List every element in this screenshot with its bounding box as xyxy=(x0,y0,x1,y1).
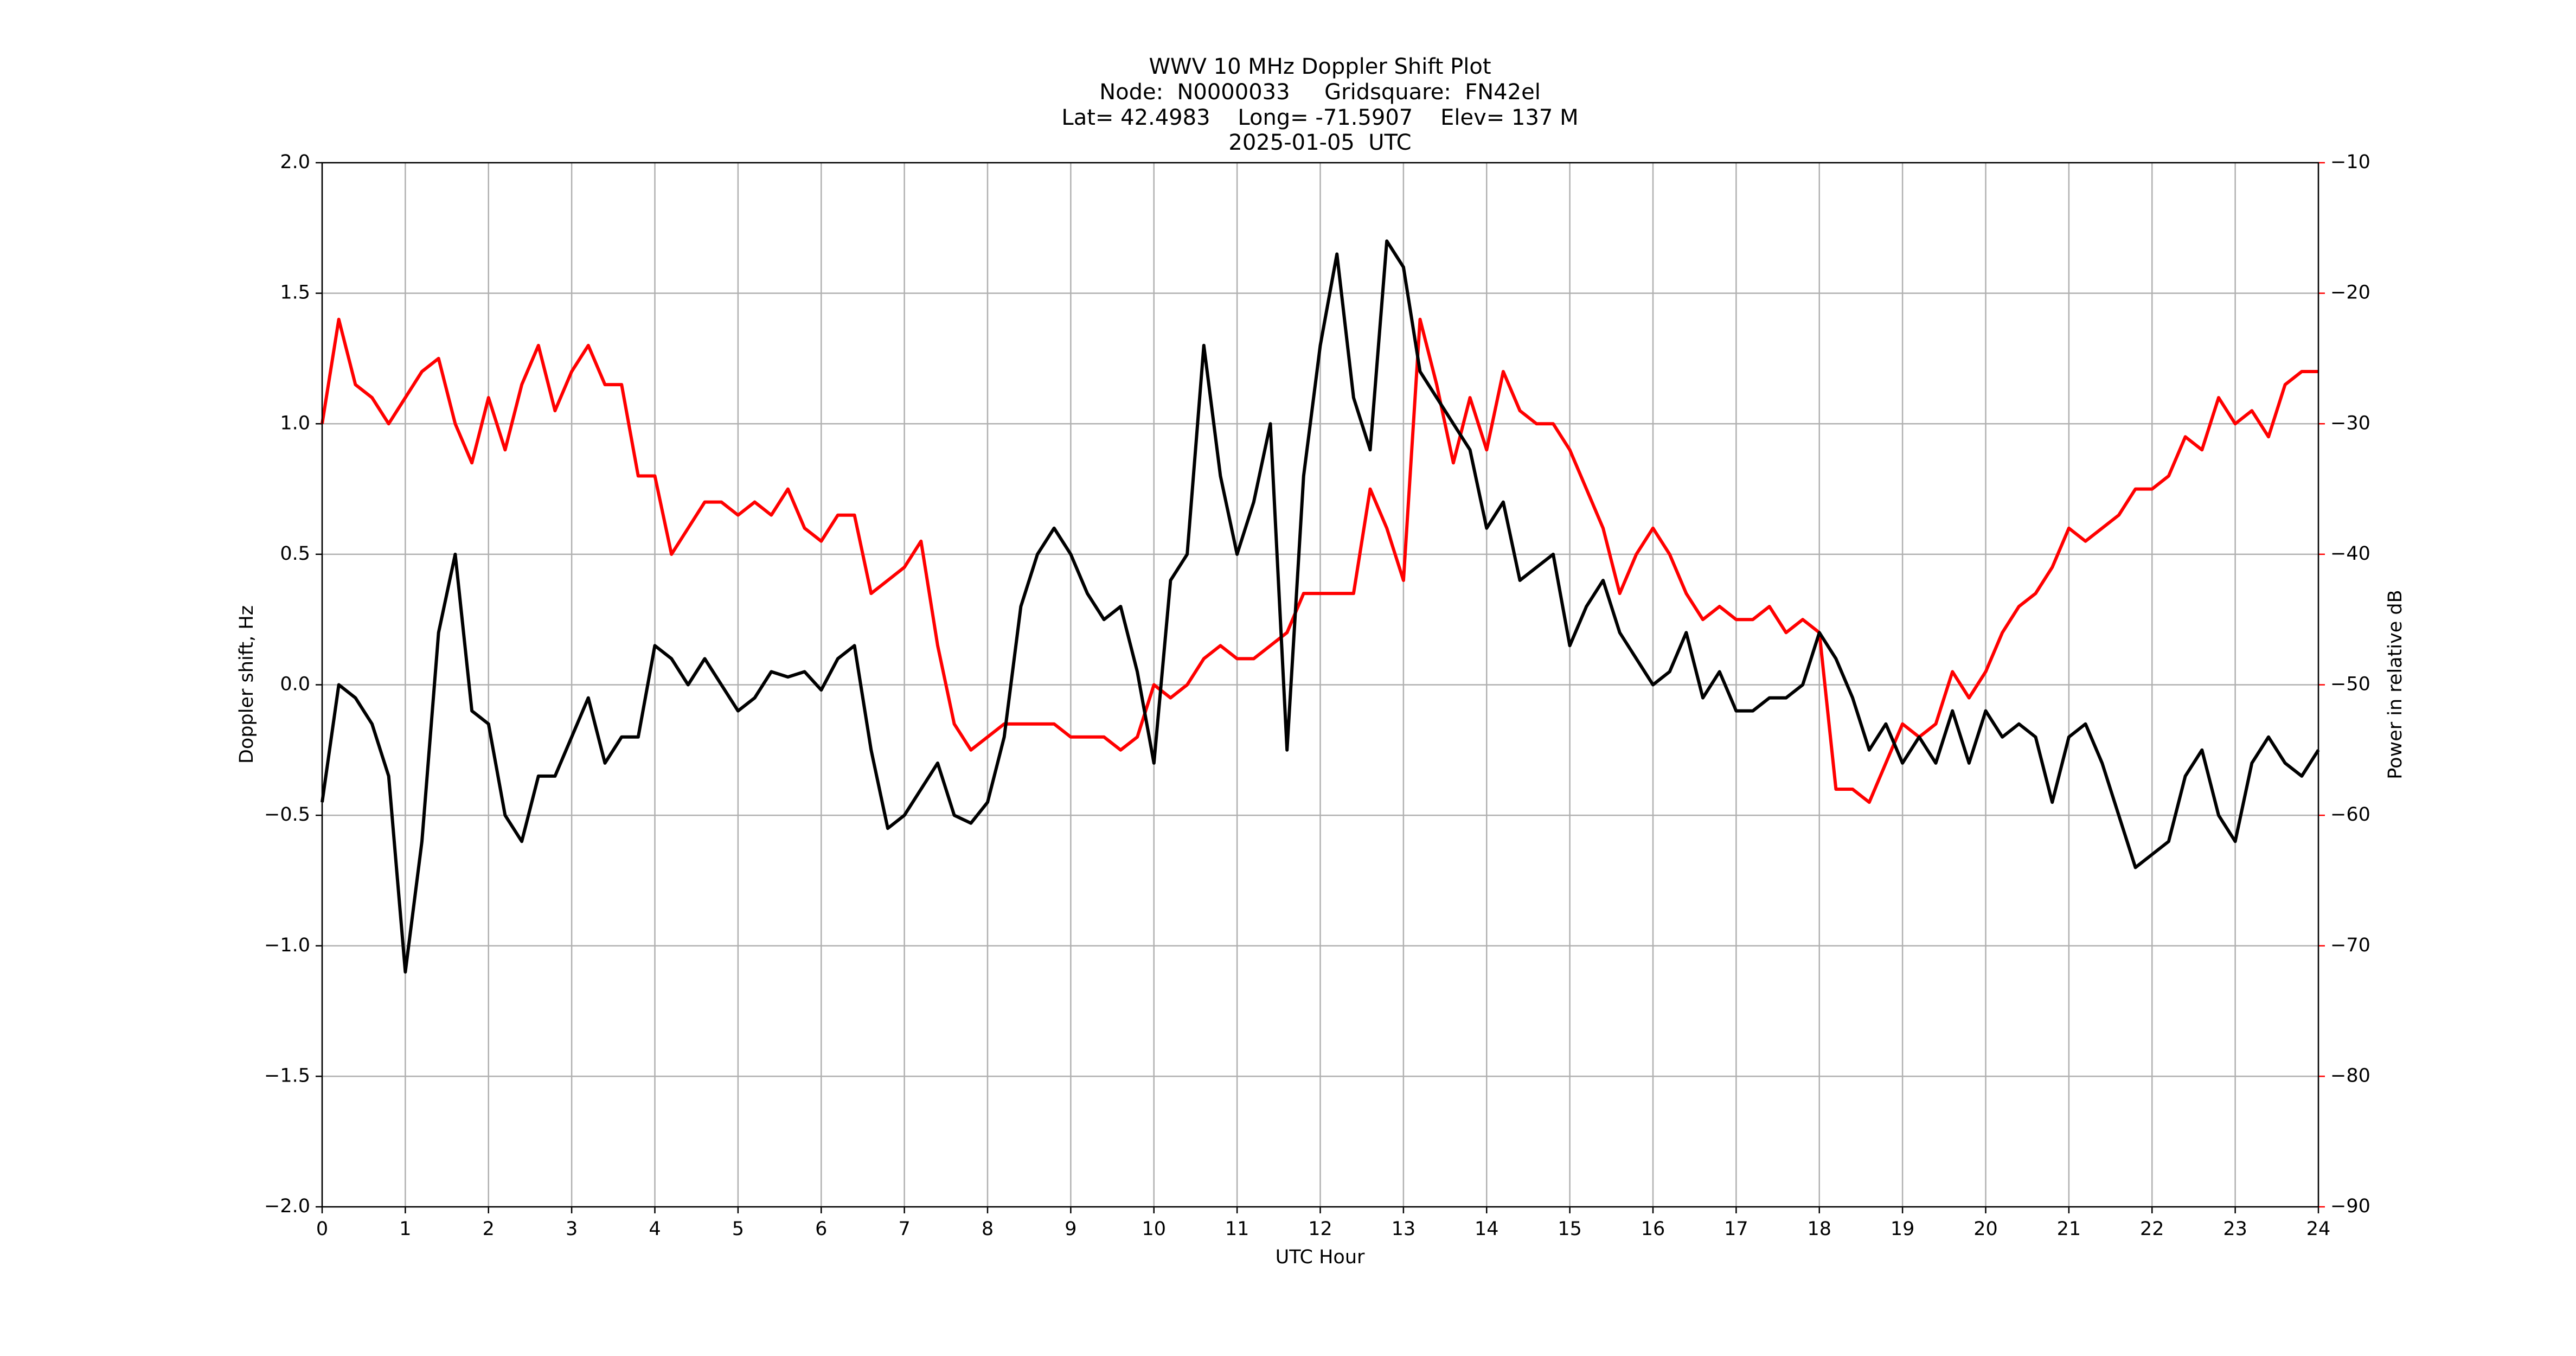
x-tick-label: 5 xyxy=(732,1218,744,1240)
y-tick-label: 1.5 xyxy=(280,282,310,304)
y2-tick-label: −30 xyxy=(2330,412,2370,434)
y-tick-label: −1.5 xyxy=(264,1065,310,1086)
x-tick-label: 9 xyxy=(1065,1218,1076,1240)
x-tick-label: 18 xyxy=(1807,1218,1831,1240)
y2-tick-label: −70 xyxy=(2330,935,2370,956)
x-tick-label: 0 xyxy=(316,1218,328,1240)
chart-title: Node: N0000033 Gridsquare: FN42el xyxy=(1099,80,1541,105)
x-tick-label: 6 xyxy=(815,1218,827,1240)
y2-tick-label: −20 xyxy=(2330,282,2370,304)
data-line xyxy=(321,317,2318,804)
chart-title: Lat= 42.4983 Long= -71.5907 Elev= 137 M xyxy=(1061,105,1578,130)
x-tick-label: 3 xyxy=(566,1218,578,1240)
y2-tick-label: −10 xyxy=(2330,151,2370,173)
x-tick-label: 23 xyxy=(2223,1218,2247,1240)
y2-tick-label: −60 xyxy=(2330,804,2370,826)
data-line xyxy=(321,239,2320,974)
x-tick-label: 11 xyxy=(1225,1218,1249,1240)
y-tick-label: 0.5 xyxy=(280,543,310,565)
y-tick-label: −1.0 xyxy=(264,935,310,956)
y-tick-label: −2.0 xyxy=(264,1195,310,1217)
x-tick-label: 21 xyxy=(2057,1218,2081,1240)
x-tick-label: 1 xyxy=(399,1218,411,1240)
plot-frame xyxy=(321,162,2319,1208)
chart-title: WWV 10 MHz Doppler Shift Plot xyxy=(1149,54,1491,79)
x-tick-label: 19 xyxy=(1891,1218,1915,1240)
x-tick-label: 12 xyxy=(1308,1218,1332,1240)
y-axis-label: Doppler shift, Hz xyxy=(236,605,258,764)
x-tick-label: 24 xyxy=(2306,1218,2331,1240)
x-tick-label: 22 xyxy=(2140,1218,2164,1240)
x-tick-label: 4 xyxy=(649,1218,661,1240)
x-tick-label: 10 xyxy=(1142,1218,1166,1240)
y-tick-label: 2.0 xyxy=(280,151,310,173)
y2-tick-label: −90 xyxy=(2330,1195,2370,1217)
x-axis-label: UTC Hour xyxy=(1276,1246,1365,1268)
y2-tick-label: −40 xyxy=(2330,543,2370,565)
x-tick-label: 17 xyxy=(1724,1218,1748,1240)
x-tick-label: 13 xyxy=(1392,1218,1416,1240)
x-tick-label: 14 xyxy=(1475,1218,1499,1240)
y-tick-label: 0.0 xyxy=(280,674,310,695)
y2-tick-label: −50 xyxy=(2330,674,2370,695)
x-tick-label: 8 xyxy=(982,1218,994,1240)
chart-title: 2025-01-05 UTC xyxy=(1228,130,1411,155)
y-tick-label: 1.0 xyxy=(280,412,310,434)
x-tick-label: 2 xyxy=(483,1218,495,1240)
x-tick-label: 7 xyxy=(898,1218,910,1240)
x-tick-label: 20 xyxy=(1973,1218,1998,1240)
y2-axis-label: Power in relative dB xyxy=(2385,590,2406,779)
y2-tick-label: −80 xyxy=(2330,1065,2370,1086)
x-tick-label: 15 xyxy=(1558,1218,1582,1240)
x-tick-label: 16 xyxy=(1641,1218,1665,1240)
y-tick-label: −0.5 xyxy=(264,804,310,826)
